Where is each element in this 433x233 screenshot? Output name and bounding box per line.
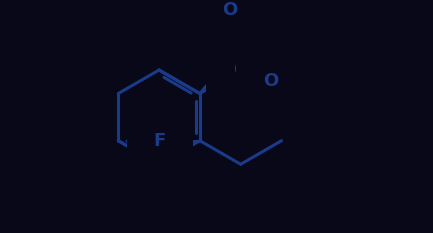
Text: O: O — [223, 1, 238, 19]
Text: O: O — [263, 72, 278, 90]
Text: O: O — [233, 61, 248, 79]
Text: F: F — [154, 132, 166, 150]
